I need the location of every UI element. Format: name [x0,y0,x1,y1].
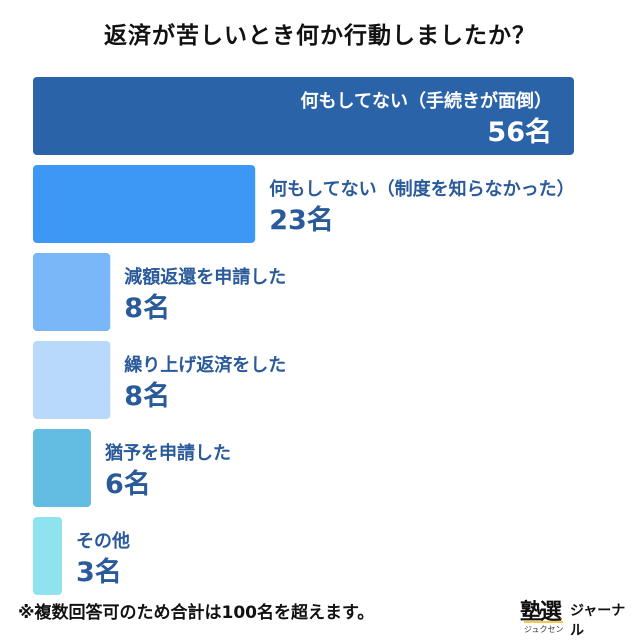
category-label-1: 何もしてない（手続きが面倒） [301,90,552,112]
brand-logo: 塾選 ジュクセン ジャーナル [520,594,632,639]
value-label-3: 8名 [124,292,170,324]
category-label-5: 猶予を申請した [104,442,231,464]
value-label-5: 6名 [105,468,151,500]
bar-2 [33,165,256,243]
logo-reading: ジュクセン [524,621,564,635]
footnote: ※複数回答可のため合計は100名を超えます。 [18,603,375,623]
category-label-2: 何もしてない（制度を知らなかった） [269,178,574,200]
value-label-2: 23名 [269,204,334,236]
logo-word: ジャーナル [570,603,626,639]
category-label-6: その他 [76,530,130,552]
bar-1 [33,77,574,155]
chart-title: 返済が苦しいとき何か行動しましたか？ [104,23,536,49]
logo-kanji: 塾選 [520,599,562,625]
bar-4 [33,341,111,419]
bar-5 [33,429,91,507]
category-label-3: 減額返還を申請した [124,266,286,288]
value-label-4: 8名 [124,380,170,412]
bar-3 [33,253,111,331]
category-label-4: 繰り上げ返済をした [124,354,286,376]
value-label-1: 56名 [487,116,552,148]
value-label-6: 3名 [76,556,122,588]
bar-6 [33,517,62,595]
